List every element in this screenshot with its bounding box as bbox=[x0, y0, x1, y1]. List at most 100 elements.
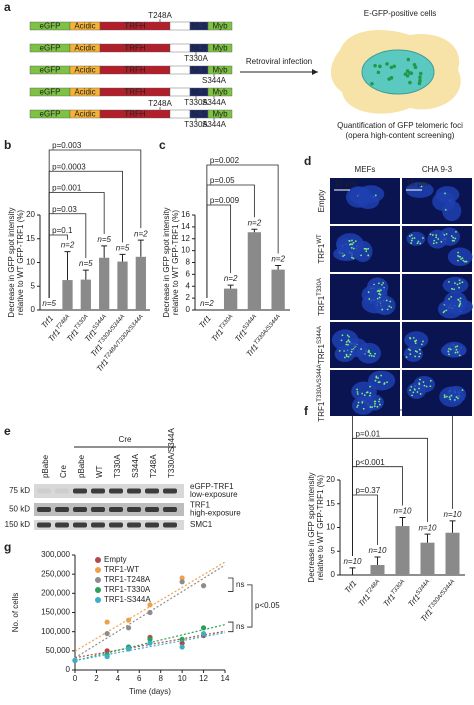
focus bbox=[411, 394, 413, 397]
scale-label: 10 μm bbox=[406, 179, 429, 188]
error-bar bbox=[424, 533, 431, 543]
band bbox=[145, 522, 159, 528]
focus bbox=[455, 396, 458, 398]
focus bbox=[416, 391, 419, 393]
focus bbox=[347, 355, 350, 358]
row-label: TRF1WT bbox=[317, 234, 327, 264]
nucleus bbox=[331, 329, 359, 351]
significance-bracket bbox=[206, 204, 232, 298]
domain-label: NLS bbox=[191, 44, 207, 53]
y-tick-label: 10 bbox=[26, 258, 35, 267]
y-tick-label: 300,000 bbox=[41, 550, 70, 559]
focus bbox=[411, 237, 414, 240]
y-tick-label: 10 bbox=[326, 523, 335, 532]
lane-label: S344A bbox=[131, 453, 140, 478]
band bbox=[163, 488, 177, 494]
focus bbox=[425, 385, 428, 388]
focus bbox=[458, 304, 461, 306]
p-value: p=0.1 bbox=[52, 226, 73, 235]
domain bbox=[207, 87, 233, 97]
focus bbox=[459, 297, 462, 300]
x-tick-label: 8 bbox=[158, 674, 163, 683]
focus bbox=[443, 394, 446, 397]
focus bbox=[448, 396, 451, 398]
panel-letter: e bbox=[4, 424, 11, 438]
focus bbox=[413, 237, 416, 239]
data-point bbox=[147, 602, 153, 608]
y-tick-label: 8 bbox=[186, 258, 191, 267]
y-tick-label: 2 bbox=[186, 293, 191, 302]
domain-label: NLS bbox=[191, 88, 207, 97]
error-bar bbox=[82, 269, 89, 280]
focus bbox=[374, 403, 376, 405]
focus bbox=[453, 288, 456, 291]
n-label: n=2 bbox=[200, 299, 214, 308]
telomere-dot bbox=[418, 71, 423, 76]
telomere-dot bbox=[403, 72, 408, 76]
focus bbox=[418, 387, 420, 390]
error-bar bbox=[119, 253, 126, 262]
band bbox=[163, 522, 177, 528]
bar bbox=[395, 526, 410, 575]
focus bbox=[419, 378, 421, 381]
y-axis-label: relative to WT GFP-TRF1 (%) bbox=[316, 475, 325, 581]
band-label: TRF1 bbox=[190, 501, 211, 510]
focus bbox=[368, 298, 371, 300]
y-axis-label: relative to WT GFP-TRF1 (%) bbox=[171, 210, 180, 316]
legend-label: TRF1-T330A bbox=[104, 585, 151, 594]
n-label: n=5 bbox=[116, 244, 130, 253]
data-point bbox=[125, 617, 132, 623]
data-point bbox=[200, 625, 207, 631]
nucleus bbox=[442, 276, 469, 294]
domain bbox=[169, 65, 191, 75]
gene: Trf1 bbox=[197, 314, 213, 330]
lane-label: WT bbox=[95, 465, 104, 478]
focus bbox=[379, 293, 382, 296]
focus bbox=[374, 379, 377, 382]
band bbox=[91, 507, 105, 512]
lane-label: T330A bbox=[113, 454, 122, 478]
n-label: n=2 bbox=[271, 255, 285, 264]
y-tick-label: 150,000 bbox=[41, 608, 70, 617]
focus bbox=[378, 398, 381, 401]
error-bar bbox=[349, 567, 356, 575]
focus bbox=[348, 335, 350, 338]
domain-label: eGFP bbox=[40, 66, 61, 75]
focus bbox=[455, 231, 457, 233]
focus bbox=[412, 391, 415, 394]
focus bbox=[455, 348, 458, 351]
annotation: p<0.05 bbox=[255, 601, 280, 610]
focus bbox=[409, 353, 412, 355]
focus bbox=[383, 382, 386, 384]
telomere-dot bbox=[376, 70, 381, 75]
domain-label: TRFH bbox=[124, 22, 146, 31]
annotation: ns bbox=[236, 622, 244, 631]
row-label: TRF1T330A/S344A bbox=[317, 364, 327, 421]
column-header: MEFs bbox=[355, 165, 376, 174]
legend-marker bbox=[95, 567, 101, 573]
focus bbox=[429, 233, 432, 236]
significance-bracket bbox=[206, 164, 279, 298]
focus bbox=[352, 241, 355, 244]
nucleus bbox=[413, 375, 436, 393]
focus bbox=[357, 401, 360, 404]
y-tick-label: 0 bbox=[186, 305, 191, 314]
focus bbox=[381, 283, 383, 286]
data-point bbox=[104, 653, 110, 660]
p-value: p=0.002 bbox=[210, 156, 240, 165]
error-bar bbox=[374, 556, 381, 566]
focus bbox=[356, 391, 359, 393]
focus bbox=[356, 406, 359, 408]
focus bbox=[382, 281, 385, 284]
x-tick-label: Trf1 bbox=[343, 579, 359, 595]
focus bbox=[431, 234, 434, 236]
error-bar bbox=[449, 520, 456, 533]
data-point bbox=[200, 630, 207, 637]
mutation-label: S344A bbox=[202, 76, 227, 85]
focus bbox=[375, 375, 378, 378]
telomere-dot bbox=[418, 78, 422, 83]
domain-label: Acidic bbox=[74, 88, 95, 97]
lane-label: T330A/S344A bbox=[167, 428, 176, 478]
bar bbox=[135, 256, 146, 310]
